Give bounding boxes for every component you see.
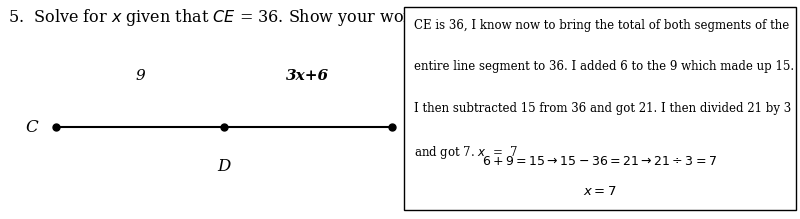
FancyBboxPatch shape — [404, 7, 796, 210]
Text: C: C — [26, 118, 38, 136]
Text: CE is 36, I know now to bring the total of both segments of the: CE is 36, I know now to bring the total … — [414, 19, 789, 32]
Text: $6 + 9 = 15 \rightarrow 15 - 36 = 21 \rightarrow 21 \div 3 = 7$: $6 + 9 = 15 \rightarrow 15 - 36 = 21 \ri… — [482, 155, 718, 168]
Text: I then subtracted 15 from 36 and got 21. I then divided 21 by 3: I then subtracted 15 from 36 and got 21.… — [414, 102, 791, 115]
Text: D: D — [218, 158, 230, 175]
Text: $x = 7$: $x = 7$ — [583, 185, 617, 198]
Text: entire line segment to 36. I added 6 to the 9 which made up 15.: entire line segment to 36. I added 6 to … — [414, 60, 794, 73]
Text: E: E — [406, 118, 418, 136]
Text: 9: 9 — [135, 69, 145, 83]
Text: 5.  Solve for $x$ given that $CE$ = 36. Show your work.: 5. Solve for $x$ given that $CE$ = 36. S… — [8, 7, 426, 28]
Text: 3x+6: 3x+6 — [286, 69, 330, 83]
Text: and got 7. $x$  =  7: and got 7. $x$ = 7 — [414, 144, 518, 161]
